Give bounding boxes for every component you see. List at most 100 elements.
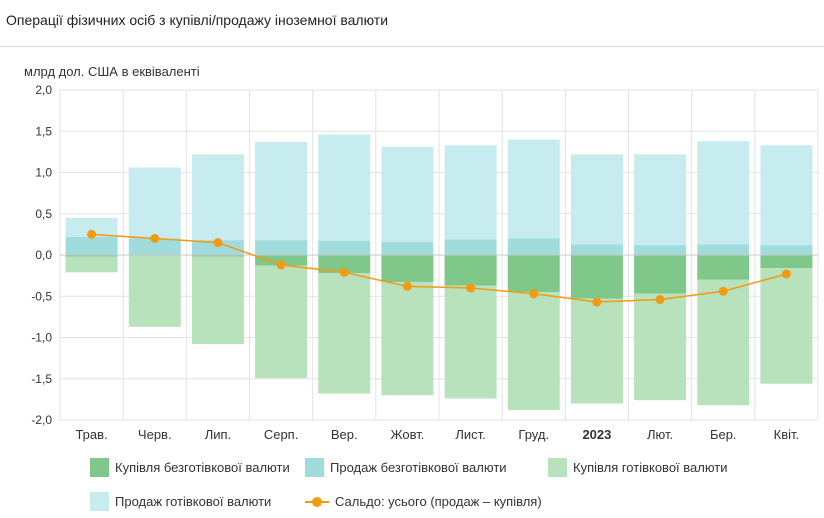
balance-line xyxy=(91,233,787,303)
bar-продаж-2 xyxy=(191,240,244,255)
bar-продаж-6 xyxy=(444,239,497,255)
bar-купівля-11 xyxy=(760,268,813,384)
x-tick-label: Жовт. xyxy=(390,427,424,442)
y-tick-label: 0,0 xyxy=(35,248,52,262)
x-tick-label: Груд. xyxy=(518,427,549,442)
bar-купівля-5 xyxy=(381,255,434,283)
legend-swatch-balance xyxy=(305,492,329,511)
bar-купівля-9 xyxy=(634,255,687,294)
balance-point-3 xyxy=(276,260,286,270)
bar-продаж-0 xyxy=(65,236,118,255)
balance-point-7 xyxy=(529,289,539,299)
balance-point-1 xyxy=(150,234,160,243)
y-tick-label: -1,5 xyxy=(31,372,52,386)
bar-купівля-3 xyxy=(255,255,308,266)
bar-купівля-10 xyxy=(697,255,750,280)
y-tick-label: -1,0 xyxy=(31,331,52,345)
legend-label-buy-cash: Купівля готівкової валюти xyxy=(573,459,728,475)
legend-item-buy-cash: Купівля готівкової валюти xyxy=(548,457,728,477)
legend-item-sell-noncash: Продаж безготівкової валюти xyxy=(305,457,507,477)
legend-label-sell-noncash: Продаж безготівкової валюти xyxy=(330,459,507,475)
bar-продаж-8 xyxy=(570,244,623,255)
x-tick-label: Бер. xyxy=(710,427,737,442)
x-tick-label: Вер. xyxy=(331,427,358,442)
y-tick-label: -0,5 xyxy=(31,289,52,303)
bar-продаж-7 xyxy=(507,238,560,255)
bar-продаж-11 xyxy=(760,145,813,246)
balance-point-0 xyxy=(87,229,97,239)
bar-продаж-0 xyxy=(65,217,118,237)
legend-swatch-sell-cash xyxy=(90,491,109,511)
balance-point-8 xyxy=(592,297,602,307)
y-tick-label: 0,5 xyxy=(35,207,52,221)
bar-купівля-7 xyxy=(507,292,560,411)
x-tick-label: Черв. xyxy=(138,427,172,442)
legend-label-balance: Сальдо: усього (продаж – купівля) xyxy=(335,493,542,509)
bar-купівля-8 xyxy=(570,255,623,299)
title-divider xyxy=(0,46,824,47)
bar-купівля-6 xyxy=(444,255,497,286)
balance-point-6 xyxy=(466,283,476,293)
legend-label-sell-cash: Продаж готівкової валюти xyxy=(115,493,272,509)
x-tick-label: Трав. xyxy=(75,427,107,442)
bar-купівля-11 xyxy=(760,255,813,269)
bar-купівля-0 xyxy=(65,255,118,257)
bar-купівля-4 xyxy=(318,273,371,394)
balance-point-9 xyxy=(655,295,665,305)
bar-купівля-9 xyxy=(634,293,687,401)
bar-продаж-8 xyxy=(570,154,623,245)
bar-купівля-10 xyxy=(697,279,750,406)
bar-купівля-3 xyxy=(255,265,308,378)
legend-item-balance: Сальдо: усього (продаж – купівля) xyxy=(305,492,542,510)
x-tick-label: Лют. xyxy=(647,427,673,442)
balance-point-5 xyxy=(402,281,412,291)
balance-point-10 xyxy=(718,286,728,296)
x-tick-label: Лип. xyxy=(205,427,231,442)
bar-продаж-2 xyxy=(191,154,244,241)
x-tick-label: Лист. xyxy=(455,427,485,442)
legend-swatch-buy-cash xyxy=(548,457,567,477)
legend-swatch-sell-noncash xyxy=(305,457,324,477)
bar-продаж-1 xyxy=(128,238,181,255)
bar-продаж-11 xyxy=(760,245,813,255)
bar-продаж-10 xyxy=(697,244,750,255)
bar-продаж-1 xyxy=(128,167,181,239)
bar-купівля-4 xyxy=(318,255,371,274)
y-tick-label: 2,0 xyxy=(35,83,52,97)
legend-item-buy-noncash: Купівля безготівкової валюти xyxy=(90,457,290,477)
bar-продаж-7 xyxy=(507,139,560,239)
bar-купівля-2 xyxy=(191,256,244,345)
legend-swatch-buy-noncash xyxy=(90,457,109,477)
bar-продаж-10 xyxy=(697,141,750,245)
chart: млрд дол. США в еквіваленті 2,0 1,5 1,0 0,5 0… xyxy=(24,64,819,442)
bar-продаж-5 xyxy=(381,241,434,255)
bar-купівля-7 xyxy=(507,255,560,293)
x-tick-label: 2023 xyxy=(582,427,611,442)
y-tick-label: 1,5 xyxy=(35,124,52,138)
bar-купівля-5 xyxy=(381,282,434,396)
bar-продаж-5 xyxy=(381,146,434,242)
balance-point-2 xyxy=(213,238,223,248)
legend-label-buy-noncash: Купівля безготівкової валюти xyxy=(115,459,290,475)
legend-item-sell-cash: Продаж готівкової валюти xyxy=(90,491,272,511)
bar-купівля-0 xyxy=(65,256,118,273)
balance-point-11 xyxy=(781,269,791,279)
bar-продаж-3 xyxy=(255,240,308,255)
bar-продаж-4 xyxy=(318,240,371,255)
bar-купівля-6 xyxy=(444,285,497,399)
x-tick-label: Серп. xyxy=(264,427,299,442)
y-tick-label: 1,0 xyxy=(35,166,52,180)
chart-title: Операції фізичних осіб з купівлі/продажу… xyxy=(6,12,389,28)
bar-продаж-9 xyxy=(634,245,687,255)
bar-купівля-8 xyxy=(570,298,623,404)
bar-купівля-2 xyxy=(191,255,244,257)
bar-продаж-4 xyxy=(318,134,371,241)
bar-продаж-9 xyxy=(634,154,687,246)
y-tick-label: -2,0 xyxy=(31,413,52,427)
legend: Купівля безготівкової валюти Продаж безг… xyxy=(90,452,810,512)
y-axis-label: млрд дол. США в еквіваленті xyxy=(24,64,200,79)
bar-продаж-3 xyxy=(255,141,308,241)
bar-продаж-6 xyxy=(444,145,497,240)
x-tick-label: Квіт. xyxy=(774,427,800,442)
bar-купівля-1 xyxy=(128,255,181,327)
